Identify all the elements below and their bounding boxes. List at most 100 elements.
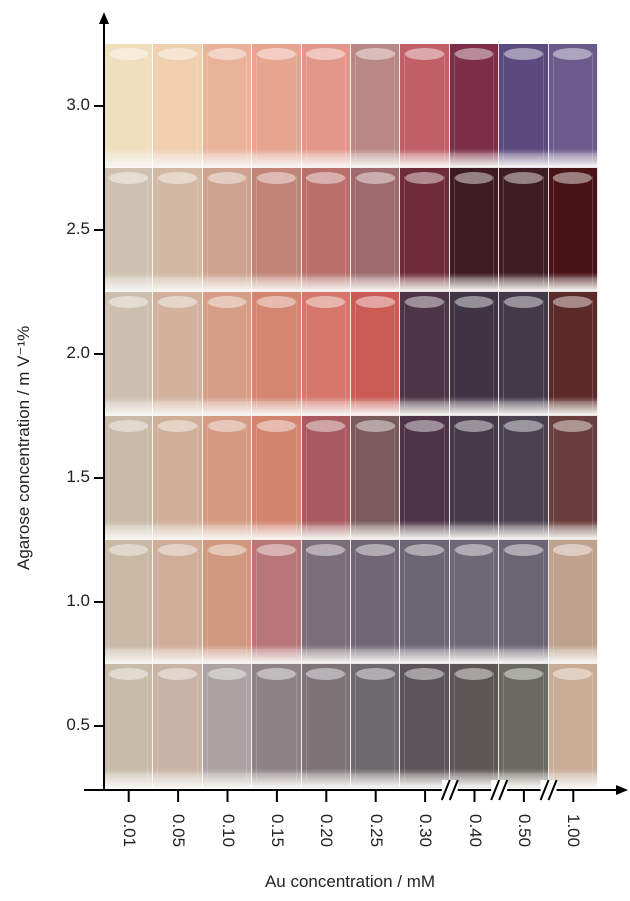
vial-glass bbox=[404, 672, 445, 781]
vial-meniscus bbox=[207, 48, 247, 60]
vial-meniscus bbox=[257, 296, 296, 308]
x-axis-arrowhead bbox=[616, 785, 628, 795]
vial-base bbox=[202, 401, 252, 415]
vial-meniscus bbox=[454, 668, 494, 680]
vial-glass bbox=[453, 52, 495, 161]
vial-base bbox=[153, 649, 202, 663]
vial-base bbox=[301, 153, 350, 167]
y-tick-label: 3.0 bbox=[66, 95, 90, 114]
vial-base bbox=[301, 277, 350, 291]
vial-base bbox=[301, 401, 350, 415]
vial-base bbox=[202, 153, 252, 167]
vial-meniscus bbox=[504, 668, 543, 680]
vial-meniscus bbox=[257, 420, 296, 432]
vial-glass bbox=[157, 424, 198, 533]
x-tick-label: 0.10 bbox=[218, 814, 238, 848]
vial-meniscus bbox=[504, 544, 543, 556]
vial-meniscus bbox=[405, 420, 444, 432]
vial-base bbox=[548, 401, 597, 415]
vial-glass bbox=[305, 300, 346, 409]
vial-meniscus bbox=[108, 296, 148, 308]
vial-meniscus bbox=[504, 48, 543, 60]
vial-glass bbox=[108, 424, 149, 533]
vial-meniscus bbox=[355, 172, 395, 184]
vial-base bbox=[499, 277, 548, 291]
vial-glass bbox=[453, 548, 495, 657]
vial-base bbox=[252, 153, 301, 167]
vial-glass bbox=[157, 300, 198, 409]
vial-base bbox=[548, 153, 597, 167]
vial-cell bbox=[301, 44, 351, 168]
axis-break-slash bbox=[547, 779, 558, 801]
vial-cell bbox=[252, 292, 302, 416]
vial-cell bbox=[301, 292, 351, 416]
vial-base bbox=[499, 401, 548, 415]
vial-cell bbox=[153, 44, 203, 168]
vial-meniscus bbox=[454, 48, 494, 60]
vial-meniscus bbox=[207, 420, 247, 432]
vial-meniscus bbox=[207, 296, 247, 308]
vial-cell bbox=[153, 664, 203, 788]
vial-cell bbox=[548, 44, 598, 168]
vial-glass bbox=[157, 672, 198, 781]
vial-photo-grid bbox=[104, 44, 598, 788]
axis-break-gap bbox=[441, 780, 458, 800]
vial-base bbox=[351, 401, 400, 415]
vial-base bbox=[400, 525, 449, 539]
vial-meniscus bbox=[355, 48, 395, 60]
axis-break-gap bbox=[540, 780, 557, 800]
vial-base bbox=[202, 773, 252, 787]
vial-glass bbox=[552, 300, 593, 409]
vial-meniscus bbox=[504, 172, 543, 184]
vial-cell bbox=[301, 416, 351, 540]
vial-glass bbox=[206, 52, 248, 161]
vial-meniscus bbox=[158, 172, 197, 184]
vial-cell bbox=[351, 292, 401, 416]
vial-cell bbox=[252, 168, 302, 292]
vial-meniscus bbox=[405, 172, 444, 184]
vial-glass bbox=[503, 672, 544, 781]
vial-cell bbox=[449, 540, 500, 664]
vial-meniscus bbox=[405, 668, 444, 680]
vial-glass bbox=[355, 176, 396, 285]
vial-meniscus bbox=[207, 668, 247, 680]
vial-glass bbox=[305, 424, 346, 533]
x-tick-label: 0.50 bbox=[514, 814, 534, 848]
vial-meniscus bbox=[108, 420, 148, 432]
vial-cell bbox=[351, 664, 401, 788]
vial-cell bbox=[301, 664, 351, 788]
vial-cell bbox=[202, 664, 253, 788]
vial-base bbox=[301, 773, 350, 787]
vial-meniscus bbox=[355, 544, 395, 556]
vial-base bbox=[153, 525, 202, 539]
vial-cell bbox=[400, 168, 450, 292]
vial-base bbox=[449, 525, 499, 539]
vial-cell bbox=[252, 540, 302, 664]
vial-cell bbox=[153, 292, 203, 416]
vial-meniscus bbox=[207, 172, 247, 184]
vial-base bbox=[351, 773, 400, 787]
vial-glass bbox=[206, 424, 248, 533]
vial-cell bbox=[499, 292, 549, 416]
vial-cell bbox=[548, 664, 598, 788]
vial-base bbox=[104, 153, 153, 167]
vial-glass bbox=[552, 52, 593, 161]
vial-cell bbox=[153, 540, 203, 664]
vial-meniscus bbox=[553, 668, 593, 680]
vial-base bbox=[499, 773, 548, 787]
vial-cell bbox=[301, 168, 351, 292]
vial-meniscus bbox=[553, 420, 593, 432]
vial-meniscus bbox=[553, 48, 593, 60]
vial-cell bbox=[449, 168, 500, 292]
vial-meniscus bbox=[257, 668, 296, 680]
vial-glass bbox=[256, 548, 297, 657]
vial-cell bbox=[499, 664, 549, 788]
vial-glass bbox=[256, 672, 297, 781]
vial-cell bbox=[153, 416, 203, 540]
vial-cell bbox=[449, 664, 500, 788]
vial-base bbox=[351, 525, 400, 539]
vial-cell bbox=[252, 664, 302, 788]
vial-base bbox=[252, 525, 301, 539]
vial-base bbox=[400, 401, 449, 415]
